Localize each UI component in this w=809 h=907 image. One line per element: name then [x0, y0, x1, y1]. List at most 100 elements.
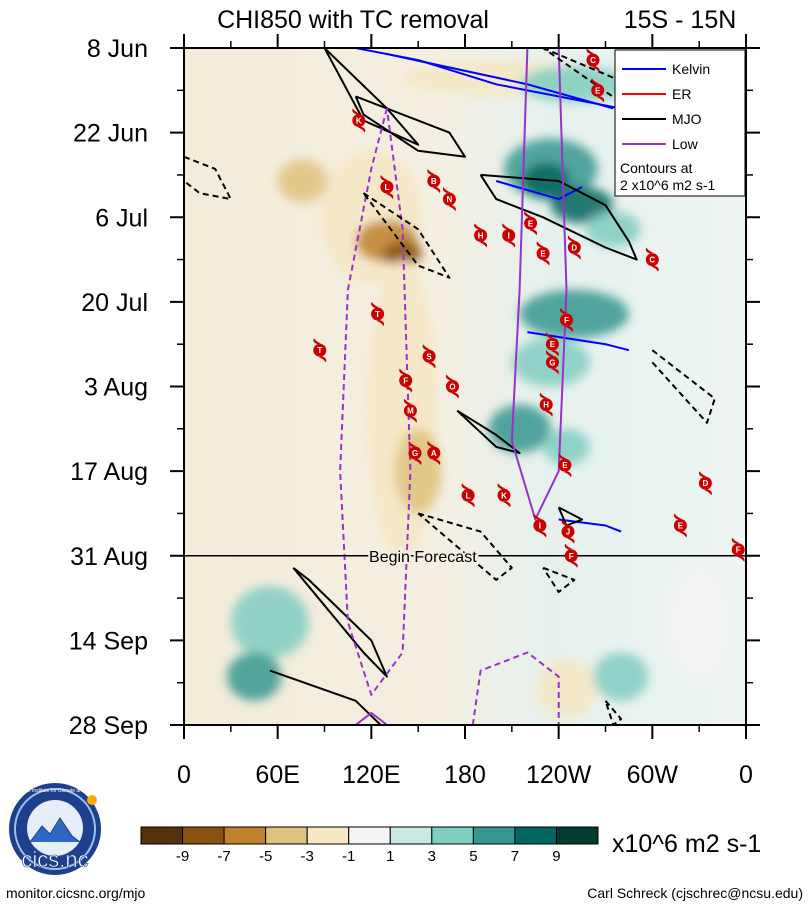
tc-marker-icon [313, 343, 327, 357]
tc-marker-letter: C [590, 56, 596, 65]
colorbar-label: 9 [552, 848, 560, 865]
tc-marker-letter: A [431, 449, 437, 458]
forecast-label: Begin Forecast [369, 549, 477, 566]
tc-marker-icon [545, 355, 559, 369]
tc-marker-letter: K [356, 117, 362, 126]
tc-tail-icon [448, 205, 456, 212]
tc-marker-letter: G [412, 449, 418, 458]
tc-tail-icon [704, 489, 712, 496]
x-tick-label: 120W [526, 761, 592, 789]
tc-marker-g-22: G [408, 441, 422, 465]
tc-tail-icon [536, 241, 545, 248]
tc-tail-icon [570, 561, 578, 568]
tc-marker-letter: I [539, 522, 541, 531]
tc-tail-icon [422, 344, 431, 351]
contour-lines [184, 48, 716, 725]
tc-tail-icon [737, 555, 745, 562]
tc-marker-e-1: E [591, 78, 605, 103]
legend-label-mjo: MJO [672, 111, 702, 127]
tc-marker-icon [427, 174, 441, 188]
tc-marker-letter: G [549, 358, 555, 367]
tc-tail-icon [399, 368, 407, 375]
tc-tail-icon [467, 501, 475, 508]
tc-tail-icon [567, 537, 575, 544]
tc-marker-icon [533, 519, 547, 532]
tc-marker-k-27: K [497, 483, 511, 508]
legend: Kelvin ER MJO Low Contours at 2 x10^6 m2… [614, 49, 746, 197]
tc-marker-letter: T [317, 346, 322, 355]
tc-marker-icon [591, 83, 605, 97]
tc-marker-icon [461, 488, 475, 502]
contour-mjo-neg-16 [184, 155, 232, 201]
tc-tail-icon [524, 211, 532, 218]
anomaly-patch-20 [664, 561, 735, 683]
colorbar-swatch-2 [223, 826, 267, 845]
y-tick-label: 3 Aug [84, 374, 148, 402]
tc-tail-icon [592, 66, 600, 73]
colorbar-swatch-0 [140, 826, 184, 845]
tc-marker-h-21: H [539, 392, 553, 417]
anomaly-patch-16 [230, 585, 309, 659]
colorbar-label: 3 [428, 848, 436, 865]
tc-marker-f-18: F [399, 368, 413, 393]
tc-tail-icon [503, 501, 511, 508]
tc-marker-e-8: E [524, 211, 538, 236]
tc-tail-icon [442, 187, 451, 194]
footer-right: Carl Schreck (cjschrec@ncsu.edu) [587, 885, 803, 901]
x-tick-label: 60W [627, 761, 679, 789]
tc-tail-icon [313, 338, 321, 345]
anomaly-patch-4 [367, 259, 438, 562]
contour-mjo-neg-19 [417, 512, 513, 581]
tc-marker-letter: E [595, 86, 601, 95]
colorbar-swatch-8 [472, 826, 516, 845]
y-tick-label: 17 Aug [70, 458, 148, 486]
tc-marker-letter: B [431, 177, 437, 186]
tc-marker-icon [352, 114, 366, 127]
colorbar-swatch-7 [431, 826, 474, 845]
tc-tail-icon [539, 392, 548, 399]
tc-marker-icon [446, 380, 459, 393]
tc-marker-d-10: D [567, 235, 581, 260]
tc-tail-icon [432, 459, 441, 465]
contour-mjo-11 [269, 669, 383, 725]
logo-mountains [29, 817, 81, 843]
colorbar-label: -9 [176, 848, 189, 865]
tc-marker-b-4: B [427, 169, 441, 193]
colorbar-label: -3 [301, 848, 314, 865]
y-tick-label: 22 Jun [73, 120, 148, 148]
y-tick-label: 20 Jul [81, 289, 148, 317]
tc-tail-icon [357, 126, 366, 133]
tc-marker-letter: K [501, 491, 507, 500]
tc-marker-letter: I [508, 231, 510, 240]
y-tick-label: 6 Jul [95, 204, 148, 232]
tc-marker-letter: E [678, 522, 684, 531]
legend-label-low: Low [672, 136, 699, 152]
x-tick-label: 0 [177, 761, 191, 789]
colorbar-label: 5 [469, 848, 477, 865]
tc-marker-icon [380, 180, 394, 194]
tc-marker-c-11: C [645, 247, 659, 272]
tc-tail-icon [551, 350, 559, 357]
tc-tail-icon [533, 513, 541, 520]
tc-marker-o-19: O [446, 374, 459, 399]
tc-marker-icon [673, 519, 687, 532]
tc-marker-icon [560, 313, 573, 327]
anomaly-patch-3 [383, 241, 423, 266]
tc-tail-icon [545, 332, 554, 339]
legend-note-line1: Contours at [620, 160, 692, 176]
colorbar-label: -5 [259, 848, 272, 865]
tc-marker-f-31: F [731, 537, 745, 562]
tc-marker-j-30: J [561, 519, 575, 544]
tc-tail-icon [567, 235, 576, 242]
tc-marker-icon [586, 53, 600, 67]
tc-marker-letter: L [466, 491, 471, 500]
tc-marker-k-2: K [352, 108, 366, 133]
tc-marker-letter: E [540, 250, 546, 259]
tc-marker-letter: T [375, 310, 380, 319]
tc-tail-icon [404, 386, 413, 393]
tc-marker-e-29: E [673, 513, 687, 538]
tc-tail-icon [371, 302, 379, 308]
tc-marker-d-25: D [698, 471, 712, 496]
logo-ring [14, 788, 96, 870]
tc-tail-icon [432, 187, 441, 193]
